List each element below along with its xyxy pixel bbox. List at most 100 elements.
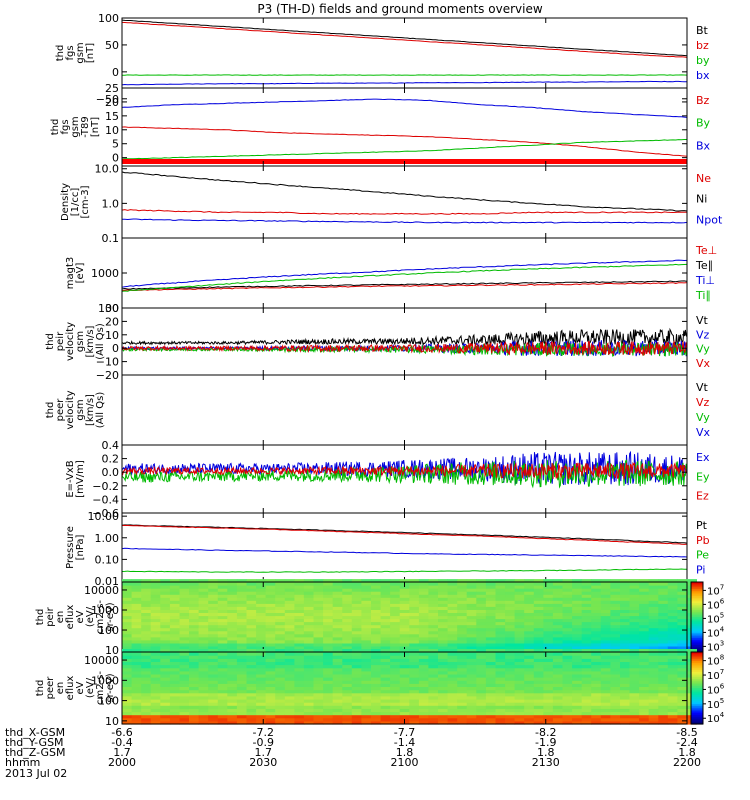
series-line-Vx bbox=[121, 339, 688, 357]
spectrogram-cell bbox=[658, 597, 669, 601]
spectrogram-cell bbox=[447, 661, 458, 666]
spectrogram-cell bbox=[361, 667, 372, 672]
spectrogram-cell bbox=[399, 606, 410, 610]
spectrogram-cell bbox=[648, 708, 659, 713]
spectrogram-cell bbox=[380, 594, 391, 598]
spectrogram-cell bbox=[447, 667, 458, 672]
spectrogram-cell bbox=[169, 597, 180, 601]
spectrogram-cell bbox=[208, 667, 219, 672]
spectrogram-cell bbox=[600, 692, 611, 697]
spectrogram-cell bbox=[122, 692, 132, 697]
spectrogram-cell bbox=[418, 652, 429, 656]
spectrogram-cell bbox=[667, 721, 678, 725]
spectrogram-cell bbox=[505, 630, 516, 635]
spectrogram-cell bbox=[428, 661, 439, 666]
spectrogram-cell bbox=[236, 615, 247, 620]
spectrogram-cell bbox=[658, 600, 669, 604]
spectrogram-cell bbox=[275, 689, 286, 694]
spectrogram-cell bbox=[552, 705, 563, 709]
spectrogram-cell bbox=[457, 615, 468, 620]
spectrogram-cell bbox=[418, 588, 429, 592]
spectrogram-cell bbox=[457, 606, 468, 610]
spectrogram-cell bbox=[294, 630, 305, 635]
spectrogram-cell bbox=[323, 633, 334, 638]
spectrogram-cell bbox=[485, 714, 496, 719]
spectrogram-cell bbox=[169, 689, 180, 694]
spectrogram-cell bbox=[313, 633, 324, 638]
spectrogram-cell bbox=[284, 594, 295, 598]
y-tick-label: 0 bbox=[112, 152, 119, 165]
spectrogram-cell bbox=[198, 621, 209, 626]
spectrogram-cell bbox=[275, 609, 286, 613]
spectrogram-cell bbox=[524, 621, 535, 626]
spectrogram-cell bbox=[476, 612, 487, 617]
spectrogram-cell bbox=[217, 640, 228, 644]
spectrogram-cell bbox=[552, 618, 563, 623]
spectrogram-cell bbox=[131, 670, 142, 675]
spectrogram-cell bbox=[169, 630, 180, 635]
spectrogram-cell bbox=[466, 683, 477, 687]
spectrogram-cell bbox=[457, 627, 468, 632]
spectrogram-cell bbox=[256, 661, 267, 666]
spectrogram-cell bbox=[572, 667, 583, 672]
spectrogram-cell bbox=[236, 585, 247, 589]
spectrogram-cell bbox=[572, 674, 583, 678]
spectrogram-cell bbox=[562, 680, 573, 684]
spectrogram-cell bbox=[227, 600, 238, 604]
spectrogram-cell bbox=[581, 670, 592, 675]
spectrogram-cell bbox=[457, 609, 468, 613]
spectrogram-cell bbox=[189, 702, 199, 706]
spectrogram-cell bbox=[361, 621, 372, 626]
spectrogram-cell bbox=[179, 670, 190, 675]
spectrogram-cell bbox=[418, 649, 429, 653]
spectrogram-cell bbox=[236, 652, 247, 656]
series-density-Ne bbox=[121, 209, 687, 215]
spectrogram-cell bbox=[562, 636, 573, 641]
series-line-Ne bbox=[121, 209, 687, 215]
spectrogram-cell bbox=[543, 702, 554, 706]
spectrogram-cell bbox=[342, 597, 353, 601]
spectrogram-cell bbox=[418, 670, 429, 675]
spectrogram-cell bbox=[648, 600, 659, 604]
colorbar-step bbox=[691, 668, 703, 671]
spectrogram-cell bbox=[160, 585, 171, 589]
spectrogram-cell bbox=[294, 661, 305, 666]
spectrogram-cell bbox=[677, 711, 688, 716]
spectrogram-cell bbox=[246, 597, 257, 601]
spectrogram-cell bbox=[246, 680, 257, 684]
spectrogram-cell bbox=[533, 708, 544, 713]
spectrogram-cell bbox=[562, 618, 573, 623]
spectrogram-cell bbox=[390, 597, 401, 601]
spectrogram-cell bbox=[217, 692, 228, 697]
spectrogram-cell bbox=[591, 579, 602, 583]
spectrogram-cell bbox=[552, 603, 563, 607]
spectrogram-cell bbox=[332, 588, 343, 592]
spectrogram-cell bbox=[495, 603, 506, 607]
spectrogram-cell bbox=[313, 721, 324, 725]
spectrogram-cell bbox=[390, 618, 401, 623]
y-axis-label-line: velocity bbox=[65, 322, 76, 361]
spectrogram-cell bbox=[303, 658, 314, 662]
spectrogram-cell bbox=[552, 615, 563, 620]
spectrogram-cell bbox=[217, 667, 228, 672]
spectrogram-cell bbox=[141, 677, 152, 681]
spectrogram-cell bbox=[179, 594, 190, 598]
spectrogram-cell bbox=[591, 609, 602, 613]
colorbar-step bbox=[691, 610, 703, 613]
spectrogram-cell bbox=[189, 667, 199, 672]
spectrogram-cell bbox=[409, 670, 420, 675]
colorbar-step bbox=[691, 638, 703, 641]
spectrogram-cell bbox=[150, 674, 161, 678]
spectrogram-cell bbox=[323, 696, 334, 700]
spectrogram-cell bbox=[620, 627, 630, 632]
spectrogram-cell bbox=[485, 661, 496, 666]
spectrogram-cell bbox=[131, 680, 142, 684]
spectrogram-cell bbox=[246, 667, 257, 672]
spectrogram-cell bbox=[447, 606, 458, 610]
spectrogram-cell bbox=[572, 721, 583, 725]
spectrogram-cell bbox=[639, 609, 650, 613]
spectrogram-cell bbox=[409, 711, 420, 716]
spectrogram-cell bbox=[227, 692, 238, 697]
series-t89-Bz bbox=[121, 126, 688, 157]
